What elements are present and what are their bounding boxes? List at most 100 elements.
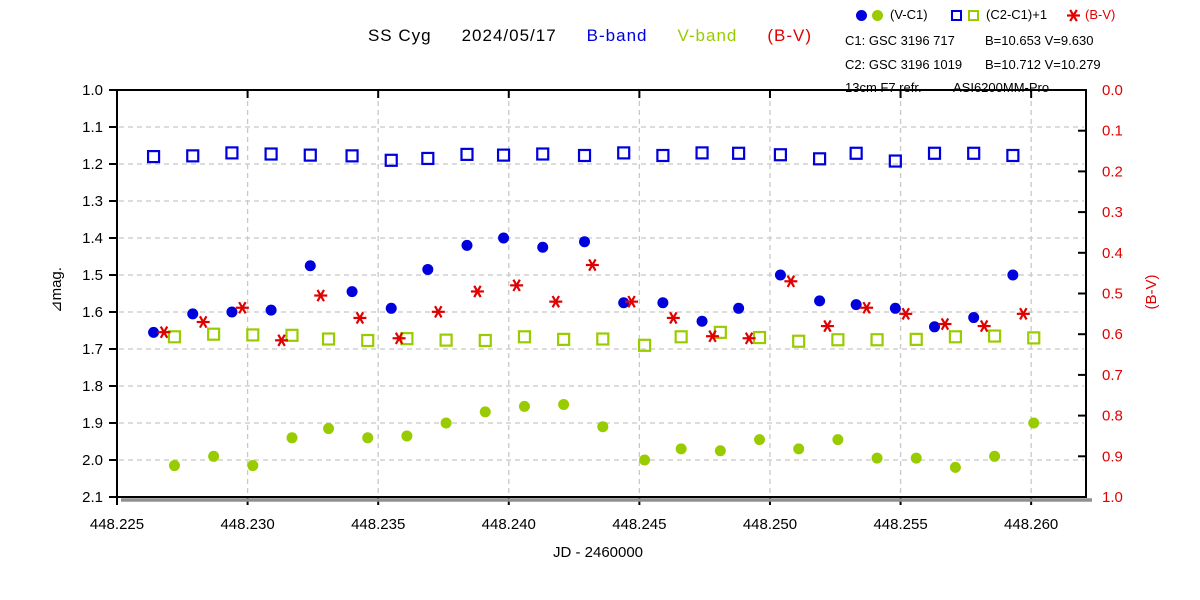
data-point-asterisk: [238, 301, 247, 314]
right-axis-tick-label: 0.2: [1102, 163, 1123, 180]
data-point-square: [321, 332, 336, 346]
data-point-asterisk: [823, 319, 832, 333]
data-point-square: [888, 154, 902, 168]
data-point-circle: [696, 315, 708, 327]
data-point-square: [496, 148, 511, 162]
data-point-circle: [401, 430, 413, 442]
data-point-square: [967, 146, 981, 160]
data-point-circle: [774, 269, 786, 281]
left-axis-tick-label: 1.1: [82, 119, 103, 136]
data-point-square: [596, 332, 610, 346]
data-point-square: [1006, 148, 1020, 163]
data-point-circle: [346, 286, 358, 298]
data-point-circle: [579, 236, 591, 248]
data-point-square: [695, 146, 709, 160]
data-point-circle: [968, 312, 980, 324]
data-point-square: [792, 334, 806, 348]
comp2-mags: B=10.712 V=10.279: [985, 57, 1101, 72]
b-circle-legend-icon: [856, 10, 867, 21]
data-point-square: [773, 148, 788, 162]
series1-label: (V-C1): [890, 7, 928, 22]
data-point-square: [517, 330, 532, 344]
data-point-square: [849, 146, 863, 160]
x-axis-tick-label: 448.255: [873, 516, 927, 533]
data-point-circle: [187, 308, 199, 320]
right-axis-title: (B-V): [1143, 274, 1160, 310]
x-axis-tick-label: 448.250: [743, 516, 797, 533]
data-point-square: [186, 149, 200, 163]
left-axis-tick-label: 1.3: [82, 193, 103, 210]
data-point-square: [460, 147, 474, 161]
left-axis-tick-label: 2.1: [82, 489, 103, 506]
right-axis-tick-label: 0.8: [1102, 408, 1123, 425]
data-point-circle: [639, 454, 651, 466]
right-axis-tick-label: 0.9: [1102, 448, 1123, 465]
right-axis-tick-label: 0.6: [1102, 326, 1123, 343]
data-point-asterisk: [551, 295, 560, 308]
comp-star-2-line: C2: GSC 3196 1019 B=10.712 V=10.279: [845, 57, 1200, 72]
data-point-square: [577, 148, 592, 163]
x-axis-tick-label: 448.230: [220, 516, 274, 533]
data-point-circle: [385, 302, 397, 314]
data-point-square: [361, 333, 375, 348]
data-point-circle: [871, 452, 883, 464]
bv-asterisk-legend-icon: [1067, 9, 1080, 22]
data-point-circle: [949, 461, 961, 473]
right-axis-tick-label: 0.0: [1102, 82, 1123, 99]
data-point-circle: [148, 326, 160, 338]
x-axis-tick-label: 448.225: [90, 516, 144, 533]
data-point-square: [656, 148, 670, 163]
left-axis-tick-label: 1.4: [82, 230, 103, 247]
data-point-circle: [733, 302, 745, 314]
v-band-title-label: V-band: [677, 26, 738, 45]
left-axis-tick-label: 1.0: [82, 82, 103, 99]
data-point-asterisk: [744, 332, 754, 345]
data-point-circle: [479, 406, 491, 418]
series2-label: (C2-C1)+1: [986, 7, 1048, 22]
data-point-asterisk: [512, 279, 521, 292]
object-name: SS Cyg: [367, 26, 432, 45]
data-point-circle: [793, 443, 805, 455]
data-point-square: [831, 333, 845, 347]
b-band-title-label: B-band: [586, 26, 648, 45]
b-square-legend-icon: [951, 10, 962, 21]
left-axis-tick-label: 1.7: [82, 341, 103, 358]
data-point-asterisk: [862, 301, 871, 314]
data-point-circle: [929, 321, 941, 333]
left-axis-title: ⊿mag.: [48, 267, 65, 313]
comp-star-1-line: C1: GSC 3196 717 B=10.653 V=9.630: [845, 33, 1200, 48]
x-axis-tick-label: 448.235: [351, 516, 405, 533]
left-axis-tick-label: 1.6: [82, 304, 103, 321]
data-point-square: [384, 153, 398, 167]
data-point-circle: [440, 417, 452, 429]
data-point-square: [674, 330, 688, 344]
data-point-asterisk: [940, 317, 950, 331]
data-point-asterisk: [786, 275, 796, 288]
data-point-circle: [657, 297, 669, 309]
data-point-square: [732, 146, 746, 160]
data-point-circle: [558, 399, 570, 410]
data-point-circle: [247, 460, 259, 472]
data-point-asterisk: [473, 285, 482, 298]
comp2-id: C2: GSC 3196 1019: [845, 57, 963, 72]
plot-frame: [116, 89, 1087, 498]
data-point-circle: [618, 297, 630, 309]
data-point-square: [637, 338, 652, 352]
v-circle-legend-icon: [872, 10, 883, 21]
x-axis-title: JD - 2460000: [553, 544, 643, 561]
data-point-circle: [168, 460, 180, 472]
data-point-circle: [989, 450, 1001, 462]
bv-title-label: (B-V): [767, 26, 813, 45]
data-point-asterisk: [1019, 307, 1028, 321]
left-axis-tick-label: 2.0: [82, 452, 103, 469]
data-point-circle: [323, 423, 335, 435]
x-axis-tick-label: 448.240: [482, 516, 536, 533]
equipment-line: 13cm F7 refr. ASI6200MM-Pro: [845, 80, 1200, 95]
camera-label: ASI6200MM-Pro: [953, 80, 1050, 95]
data-point-square: [536, 147, 550, 161]
data-point-circle: [304, 260, 316, 272]
data-point-square: [146, 150, 161, 164]
x-axis-tick-label: 448.245: [612, 516, 666, 533]
